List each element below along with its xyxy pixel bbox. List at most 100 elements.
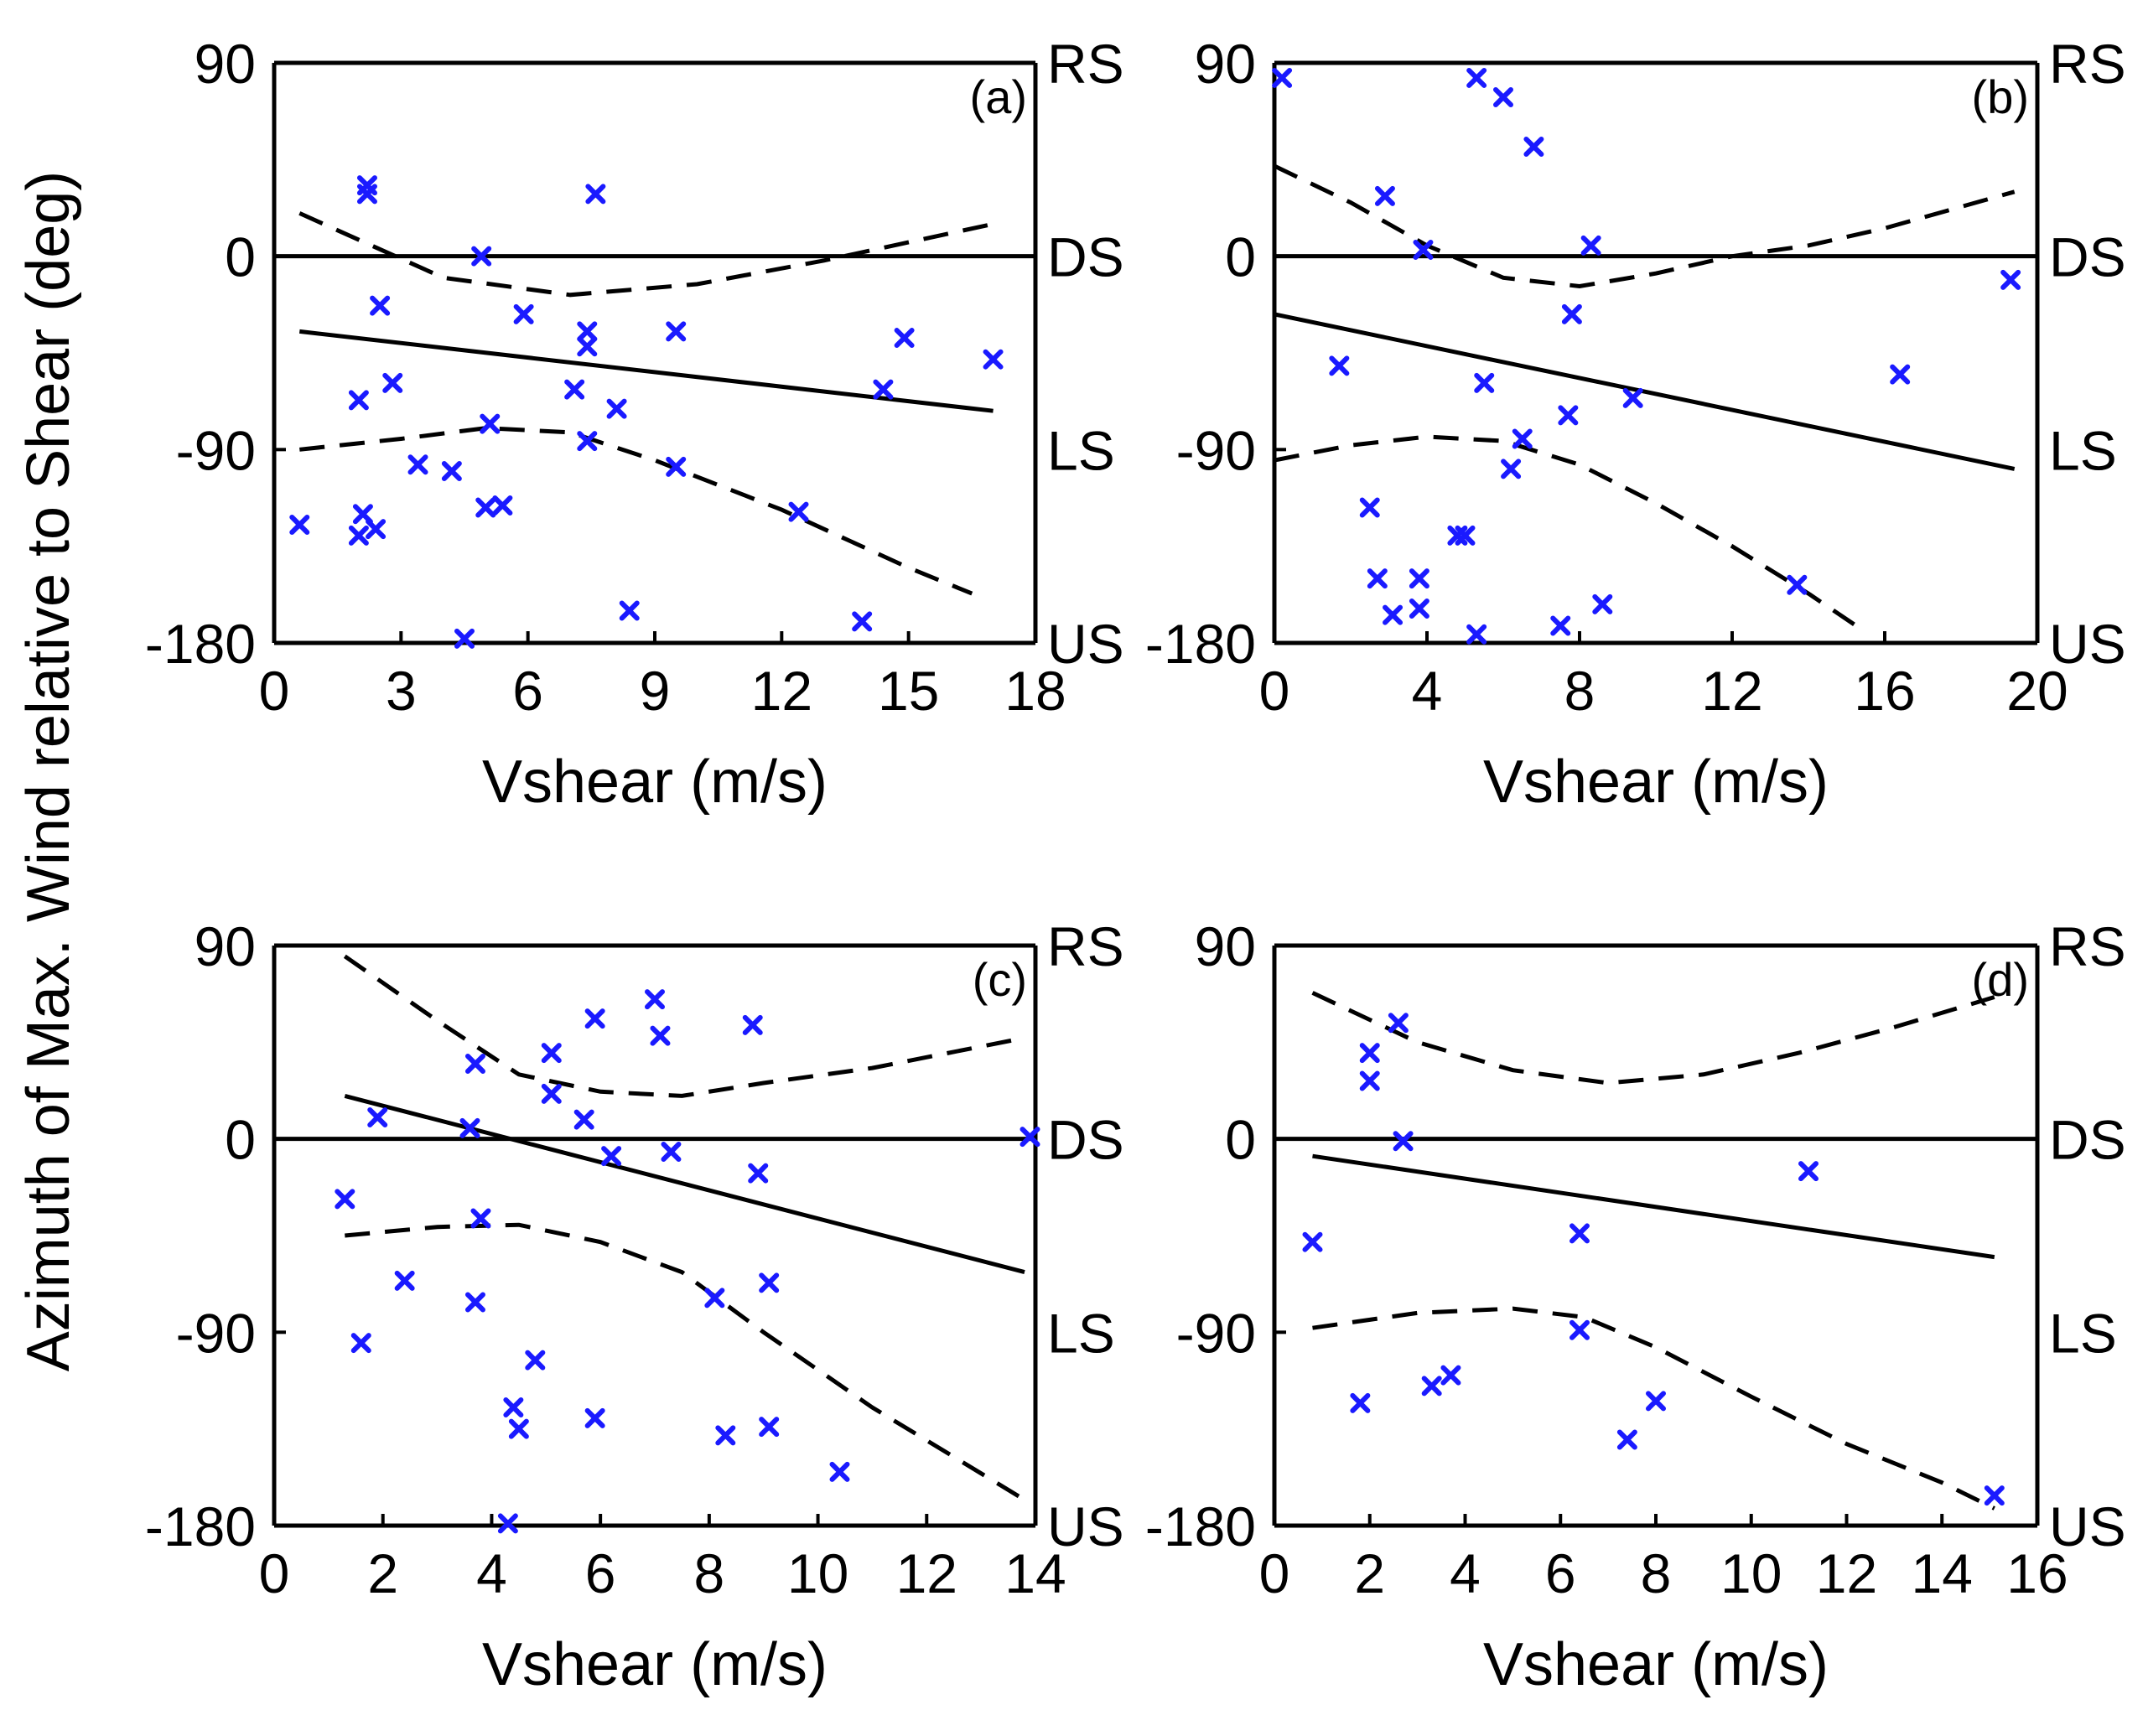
data-point [366, 519, 387, 540]
x-tick-label: 16 [1854, 660, 1915, 722]
data-point [2000, 269, 2021, 290]
x-tick-label: 12 [896, 1542, 957, 1604]
lower-confidence-bound [1274, 434, 1867, 635]
data-point [541, 1083, 562, 1104]
data-point [1388, 1013, 1409, 1034]
x-tick-label: 10 [1720, 1542, 1782, 1604]
data-point [601, 1146, 622, 1167]
x-tick-label: 6 [512, 660, 543, 722]
data-point [1592, 593, 1613, 614]
y-tick-label: -90 [176, 419, 256, 481]
data-point [1329, 355, 1350, 376]
data-point [348, 525, 369, 546]
data-point [475, 497, 496, 518]
y-tick-label: -90 [1176, 419, 1256, 481]
data-point [894, 328, 915, 349]
data-point [1440, 1365, 1461, 1386]
direction-label: DS [2049, 226, 2126, 288]
data-point [367, 1107, 388, 1128]
regression-line [298, 329, 994, 413]
y-tick-label: 0 [1225, 1109, 1256, 1171]
data-point [1501, 459, 1522, 479]
x-tick-label: 2 [1354, 1542, 1385, 1604]
panel-label: (a) [970, 70, 1027, 123]
panel-label: (d) [1972, 953, 2029, 1006]
x-tick-label: 0 [259, 1542, 290, 1604]
data-point [1569, 1223, 1590, 1244]
upper-confidence-bound [343, 954, 1025, 1098]
x-tick-label: 16 [2006, 1542, 2068, 1604]
y-tick-label: 0 [1225, 226, 1256, 288]
data-point [1550, 615, 1571, 636]
x-tick-label: 18 [1004, 660, 1066, 722]
data-point [1474, 372, 1495, 393]
data-point [464, 1292, 485, 1313]
direction-label: DS [1047, 226, 1124, 288]
data-point [289, 515, 310, 536]
lower-confidence-bound [299, 426, 973, 596]
data-point [497, 1513, 518, 1534]
data-point [541, 1043, 562, 1064]
y-tick-label: 90 [195, 33, 256, 95]
data-point [650, 1025, 671, 1046]
data-point [1350, 1392, 1371, 1413]
data-point [1512, 428, 1533, 449]
data-point [704, 1288, 725, 1308]
data-point [459, 1117, 480, 1138]
direction-label: US [2049, 1495, 2126, 1557]
x-tick-label: 8 [1564, 660, 1595, 722]
x-tick-label: 8 [693, 1542, 724, 1604]
x-tick-label: 0 [1259, 1542, 1290, 1604]
data-point [470, 1208, 491, 1229]
x-tick-label: 15 [878, 660, 939, 722]
x-tick-label: 3 [386, 660, 417, 722]
data-point [525, 1350, 546, 1371]
data-point [585, 184, 606, 205]
y-tick-label: -90 [1176, 1302, 1256, 1364]
direction-label: US [1047, 1495, 1124, 1557]
direction-label: LS [2049, 419, 2117, 481]
panel-a: 0 3 6 9 12 15 18 90 0 -90 -180 RS DS LS US Vshear (m/s)… [145, 33, 1124, 816]
data-point [606, 398, 627, 419]
direction-label: LS [1047, 1302, 1115, 1364]
data-point [382, 372, 403, 393]
data-point [1272, 67, 1293, 88]
data-point [407, 454, 428, 475]
data-point [742, 1014, 763, 1035]
data-point [1466, 624, 1487, 645]
direction-label: RS [1047, 915, 1124, 977]
x-tick-label: 6 [1545, 1542, 1576, 1604]
data-point [441, 460, 462, 481]
data-point [1569, 1319, 1590, 1340]
x-tick-label: 9 [640, 660, 671, 722]
data-point [666, 456, 687, 477]
x-axis-label: Vshear (m/s) [1483, 749, 1829, 816]
data-point [1493, 87, 1513, 108]
data-point [1561, 303, 1582, 324]
data-point [1359, 1043, 1380, 1064]
direction-label: LS [2049, 1302, 2117, 1364]
lower-confidence-bound [345, 1222, 1026, 1502]
y-tick-label: -180 [1145, 1495, 1256, 1557]
data-point [1421, 1376, 1442, 1397]
data-point [1409, 568, 1429, 589]
x-axis-label: Vshear (m/s) [482, 1631, 828, 1698]
direction-label: RS [2049, 915, 2126, 977]
data-point [1413, 239, 1434, 260]
data-point [464, 1053, 485, 1074]
x-tick-label: 2 [367, 1542, 398, 1604]
data-point [503, 1397, 524, 1418]
data-point [480, 413, 501, 434]
data-point [1466, 67, 1487, 88]
y-tick-label: -180 [145, 613, 256, 675]
data-point [1580, 235, 1601, 256]
regression-line [1312, 1153, 1995, 1260]
data-point [1374, 185, 1395, 206]
x-tick-label: 0 [259, 660, 290, 722]
panel-d: 0 2 4 6 8 10 12 14 16 90 0 -90 -180 RS DS LS US Vshear (m… [1145, 915, 2126, 1698]
data-point [759, 1417, 780, 1438]
x-tick-label: 14 [1912, 1542, 1973, 1604]
x-axis-label: Vshear (m/s) [1483, 1631, 1829, 1698]
data-point [335, 1189, 355, 1210]
